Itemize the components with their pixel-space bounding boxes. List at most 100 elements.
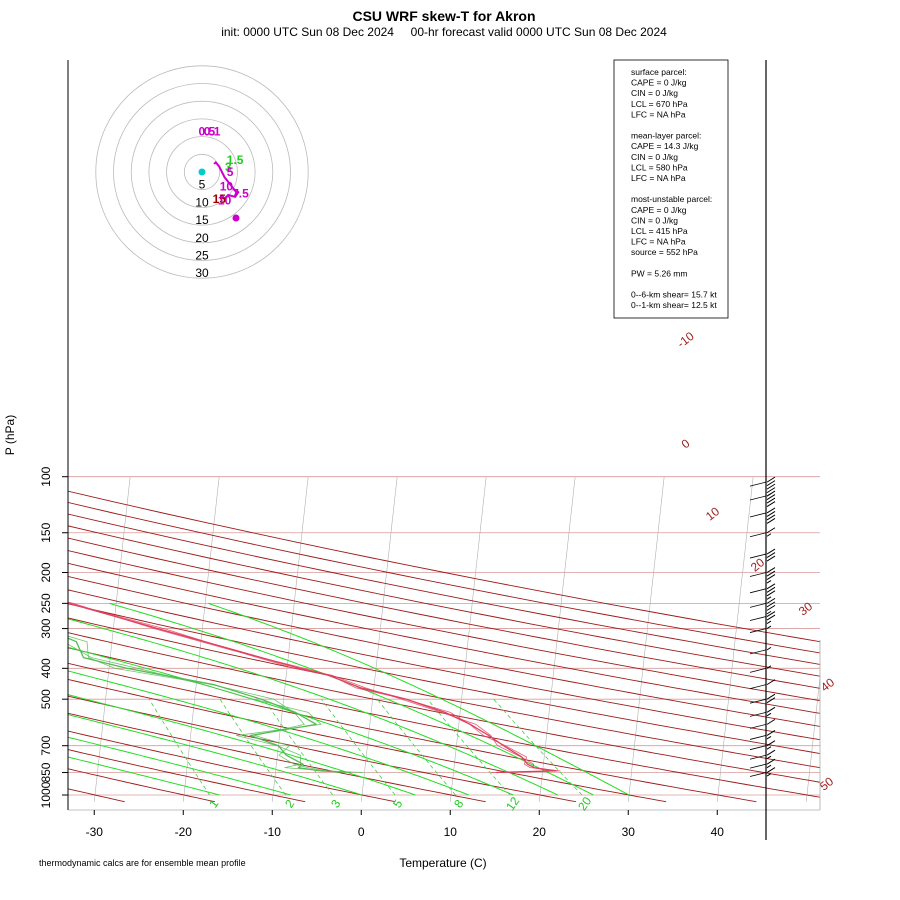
dry-adiabat-line — [68, 501, 820, 654]
wind-barb — [749, 665, 772, 673]
wind-barb-full — [766, 476, 776, 483]
mixing-ratio-line — [493, 698, 583, 796]
hodograph-ring — [113, 83, 291, 261]
wind-barb-full — [766, 597, 776, 604]
wind-barb-full — [766, 480, 776, 487]
wind-barb-half — [766, 596, 772, 600]
wind-barb-half — [766, 493, 772, 497]
hodograph-trace — [213, 160, 240, 201]
dewpoint-line — [68, 635, 340, 773]
wind-barb — [749, 548, 776, 562]
isotherm-line — [361, 476, 398, 802]
wind-barb — [749, 706, 776, 717]
parcel-info-line: LCL = 580 hPa — [631, 162, 688, 172]
dry-adiabat-line — [68, 562, 820, 714]
wind-barb-half — [766, 665, 772, 669]
wind-barb-full — [766, 706, 776, 713]
wind-barb-half — [766, 620, 772, 624]
isotherm-line — [628, 476, 665, 802]
dry-adiabat-line — [68, 603, 820, 754]
isotherm-line — [94, 476, 131, 802]
hodograph-ring-label: 25 — [195, 249, 209, 263]
wind-barb-shaft — [749, 754, 767, 760]
isotherm-line — [5, 477, 41, 802]
wind-barb-shaft — [749, 553, 767, 559]
parcel-info-frame — [613, 59, 729, 319]
wind-barb-full — [766, 483, 776, 490]
mixing-ratio-line — [148, 698, 210, 796]
parcel-info-line: CIN = 0 J/kg — [631, 152, 678, 162]
hodograph-ring-label: 5 — [199, 178, 206, 192]
dry-adiabat-line — [68, 537, 820, 689]
wind-barb — [749, 625, 772, 633]
isotherm-line — [717, 476, 754, 802]
wind-barb-full — [766, 574, 776, 580]
wind-barb-full — [766, 494, 776, 500]
wind-barb-half — [766, 646, 772, 651]
y-tick-label: 500 — [39, 689, 53, 709]
hodograph-origin-marker — [198, 168, 206, 176]
wind-barb-shaft — [749, 649, 767, 655]
wind-barb-full — [766, 507, 776, 514]
wind-barb-shaft — [749, 698, 767, 704]
wind-barb-half — [766, 736, 772, 740]
dry-adiabat-line — [68, 490, 820, 643]
wind-barb — [749, 646, 772, 655]
parcel-info-line: surface parcel: — [631, 67, 687, 77]
dry-adiabat-label: 0 — [679, 436, 693, 451]
moist-adiabat-line — [68, 646, 514, 796]
moist-adiabat-line — [208, 602, 630, 796]
hodograph-end-marker — [232, 214, 240, 222]
wind-barb-shaft — [749, 763, 767, 769]
wind-barb-full — [766, 487, 776, 494]
moist-adiabat-line — [68, 714, 363, 796]
dry-adiabat-line — [68, 589, 820, 741]
wind-barb-shaft — [749, 602, 767, 608]
y-tick-label: 400 — [39, 658, 53, 678]
wind-barb-shaft — [749, 711, 767, 717]
wind-barb-full — [766, 758, 776, 765]
wind-barb-full — [766, 511, 776, 517]
dry-adiabat-line — [68, 632, 820, 783]
temperature-profile — [68, 601, 561, 774]
wind-barb — [749, 476, 776, 497]
hodograph-ring-label: 15 — [195, 213, 209, 227]
parcel-info-line: LFC = NA hPa — [631, 237, 686, 247]
y-tick-label: 1000 — [39, 781, 53, 808]
wind-barb — [749, 490, 776, 507]
wind-barb-full — [766, 730, 776, 736]
wind-barb-full — [766, 697, 776, 704]
wind-barb — [749, 679, 776, 690]
hodograph-ring — [183, 153, 221, 191]
mixing-ratio-label: 5 — [390, 797, 405, 811]
parcel-info-line: CAPE = 0 J/kg — [631, 78, 687, 88]
dry-adiabat-line — [0, 477, 34, 802]
parcel-info-line: 0--6-km shear= 15.7 kt — [631, 290, 717, 300]
wind-barb-full — [766, 552, 776, 558]
parcel-info-box: surface parcel:CAPE = 0 J/kg CIN = 0 J/kg… — [613, 59, 729, 319]
wind-barb-full — [766, 548, 776, 555]
mixing-ratio-line — [427, 698, 511, 796]
dry-adiabat-line — [68, 550, 820, 702]
mixing-ratio-label: 20 — [575, 794, 594, 813]
chart-title: CSU WRF skew-T for Akron — [352, 8, 535, 24]
parcel-info-line: LCL = 415 hPa — [631, 226, 688, 236]
wind-barb-shaft — [749, 628, 767, 633]
wind-barb-full — [766, 693, 776, 700]
mixing-ratio-lines — [148, 698, 583, 796]
wind-barb — [749, 749, 776, 760]
dry-adiabat-line — [68, 617, 820, 769]
y-axis-label: P (hPa) — [3, 415, 17, 455]
x-tick-label: 0 — [358, 825, 365, 839]
wind-barb — [749, 740, 776, 751]
wind-barb-full — [766, 570, 776, 577]
mixing-ratio-label: 1 — [206, 797, 221, 811]
hodograph-ring-label: 30 — [195, 266, 209, 280]
mixing-ratio-line — [376, 698, 456, 796]
wind-barb-full — [766, 679, 776, 686]
wind-barb — [749, 597, 776, 615]
dewpoint-line — [68, 637, 352, 774]
parcel-info-line: source = 552 hPa — [631, 247, 698, 257]
x-tick-label: 10 — [444, 825, 458, 839]
